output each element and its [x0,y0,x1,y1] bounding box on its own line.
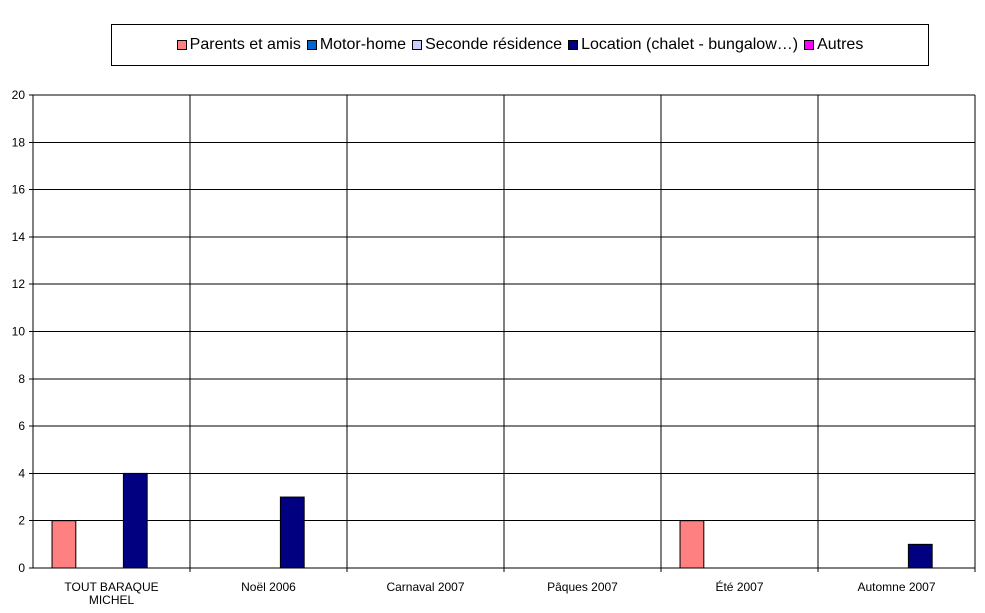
y-tick-label: 0 [18,561,25,575]
chart-legend: Parents et amis Motor-home Seconde résid… [111,24,929,66]
legend-label-parents-et-amis: Parents et amis [189,36,301,53]
legend-item-motor-home: Motor-home [306,36,407,54]
y-tick-label: 14 [12,230,26,244]
x-tick-label-line: Pâques 2007 [547,580,618,594]
x-tick-label: TOUT BARAQUE MICHEL [64,580,158,607]
legend-label-motor-home: Motor-home [319,36,407,53]
legend-label-autres: Autres [817,36,864,53]
legend-swatch-location [568,40,579,50]
y-tick-label: 20 [12,88,26,102]
x-tick-label-line: Noël 2006 [241,580,296,594]
y-tick-label: 4 [18,466,25,480]
x-tick-label-line: MICHEL [89,593,135,607]
x-tick-label-line: Carnaval 2007 [386,580,464,594]
legend-item-seconde-residence: Seconde résidence [412,36,562,54]
x-tick-label-line: TOUT BARAQUE [64,580,158,594]
bar-parents-et-amis [51,520,77,569]
x-tick-label-line: Été 2007 [715,579,763,594]
bar-parents-et-amis [679,520,705,569]
y-tick-label: 18 [12,135,26,149]
y-tick-label: 6 [18,419,25,433]
x-tick-label: Noël 2006 [241,580,296,594]
x-tick-label: Été 2007 [715,579,763,594]
y-tick-label: 16 [12,183,26,197]
legend-item-autres: Autres [804,36,863,54]
legend-swatch-motor-home [306,40,317,50]
y-tick-label: 2 [18,514,25,528]
legend-swatch-parents-et-amis [176,40,187,50]
legend-swatch-seconde-residence [412,40,423,50]
y-tick-label: 10 [12,325,26,339]
bar-location-chalet-bungalow [907,543,933,569]
x-tick-label-line: Automne 2007 [857,580,935,594]
legend-swatch-autres [804,40,815,50]
legend-label-location: Location (chalet - bungalow…) [581,36,799,53]
legend-item-location: Location (chalet - bungalow…) [568,36,798,54]
y-tick-label: 8 [18,372,25,386]
x-tick-label: Carnaval 2007 [386,580,464,594]
bar-location-chalet-bungalow [279,496,305,569]
x-tick-label: Automne 2007 [857,580,935,594]
bar-location-chalet-bungalow [122,472,148,569]
y-tick-label: 12 [12,277,26,291]
legend-label-seconde-residence: Seconde résidence [425,36,563,53]
legend-item-parents-et-amis: Parents et amis [176,36,301,54]
x-tick-label: Pâques 2007 [547,580,618,594]
